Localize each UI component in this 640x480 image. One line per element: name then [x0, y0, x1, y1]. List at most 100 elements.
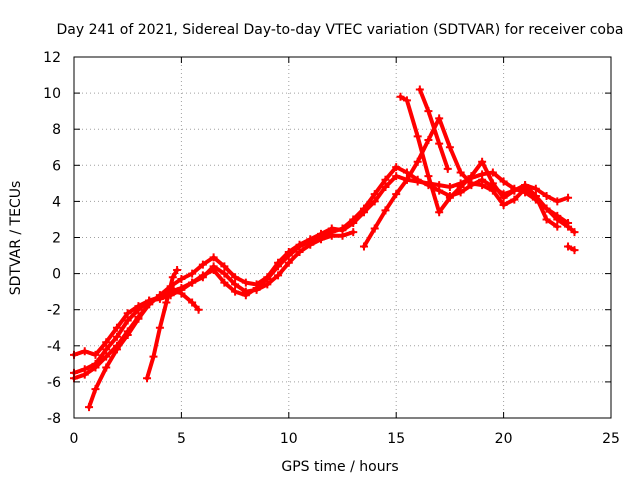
series-line	[417, 87, 450, 171]
x-tick-label: 0	[70, 431, 79, 447]
data-point	[570, 246, 579, 255]
data-point	[570, 228, 579, 237]
data-point	[415, 85, 424, 94]
data-point	[467, 172, 476, 181]
data-point	[123, 330, 132, 339]
data-point	[424, 107, 433, 116]
data-point	[327, 224, 336, 233]
data-point	[349, 219, 358, 228]
data-point	[435, 139, 444, 148]
data-point	[188, 298, 197, 307]
data-point	[194, 305, 203, 314]
data-point	[102, 363, 111, 372]
data-point	[381, 175, 390, 184]
data-point	[231, 280, 240, 289]
y-tick-label: 2	[52, 231, 61, 247]
y-tick-label: 6	[52, 158, 61, 174]
data-point	[112, 345, 121, 354]
x-tick-label: 5	[177, 431, 186, 447]
data-point	[564, 242, 573, 251]
data-point	[488, 168, 497, 177]
x-tick-label: 20	[495, 431, 513, 447]
data-point	[359, 242, 368, 251]
data-point	[359, 208, 368, 217]
data-point	[241, 291, 250, 300]
data-point	[85, 403, 94, 412]
data-point	[112, 323, 121, 332]
data-point	[162, 298, 171, 307]
data-point	[478, 157, 487, 166]
x-axis-label: GPS time / hours	[281, 459, 398, 475]
y-tick-label: 10	[43, 86, 61, 102]
data-point	[510, 195, 519, 204]
y-tick-label: 12	[43, 50, 61, 66]
data-point	[445, 182, 454, 191]
series-line	[72, 170, 571, 381]
y-tick-label: -2	[47, 303, 61, 319]
data-point	[478, 170, 487, 179]
series-line	[398, 94, 560, 229]
data-point	[295, 240, 304, 249]
series-track-5	[143, 265, 182, 383]
data-point	[396, 92, 405, 101]
series-track-7	[396, 92, 562, 231]
y-axis-label: SDTVAR / TECUs	[8, 181, 24, 296]
data-point	[284, 247, 293, 256]
data-point	[424, 172, 433, 181]
data-point	[445, 193, 454, 202]
data-point	[102, 338, 111, 347]
axis-ticks	[73, 56, 612, 419]
data-point	[91, 385, 100, 394]
x-tick-labels: 0 5 10 15 20 25	[70, 431, 620, 447]
data-point	[488, 186, 497, 195]
y-tick-label: -4	[47, 339, 61, 355]
data-point	[370, 224, 379, 233]
series-line	[87, 286, 201, 410]
data-point	[413, 157, 422, 166]
data-point	[413, 177, 422, 186]
data-point	[241, 278, 250, 287]
data-point	[402, 96, 411, 105]
series-track-9	[564, 242, 579, 255]
data-point	[392, 190, 401, 199]
y-tick-label: -8	[47, 411, 61, 427]
data-point	[553, 222, 562, 231]
series-track-3	[70, 168, 573, 383]
data-point	[510, 186, 519, 195]
data-point	[102, 352, 111, 361]
data-point	[134, 314, 143, 323]
data-point	[338, 226, 347, 235]
chart-title: Day 241 of 2021, Sidereal Day-to-day VTE…	[57, 22, 624, 38]
data-point	[499, 201, 508, 210]
data-point	[499, 177, 508, 186]
data-point	[392, 163, 401, 172]
data-point	[435, 114, 444, 123]
data-point	[143, 374, 152, 383]
data-point	[542, 215, 551, 224]
data-point	[168, 273, 177, 282]
data-point	[263, 273, 272, 282]
data-point	[370, 197, 379, 206]
data-point	[499, 193, 508, 202]
data-point	[123, 309, 132, 318]
data-point	[402, 175, 411, 184]
data-point	[542, 191, 551, 200]
data-point	[188, 278, 197, 287]
data-series	[70, 85, 579, 412]
data-point	[123, 316, 132, 325]
data-point	[435, 181, 444, 190]
data-point	[413, 132, 422, 141]
x-tick-label: 15	[387, 431, 405, 447]
data-point	[134, 302, 143, 311]
data-point	[274, 271, 283, 280]
data-point	[564, 222, 573, 231]
data-point	[177, 289, 186, 298]
data-point	[220, 278, 229, 287]
data-point	[564, 193, 573, 202]
data-point	[209, 265, 218, 274]
data-point	[456, 168, 465, 177]
data-point	[155, 291, 164, 300]
data-point	[220, 269, 229, 278]
data-point	[521, 181, 530, 190]
